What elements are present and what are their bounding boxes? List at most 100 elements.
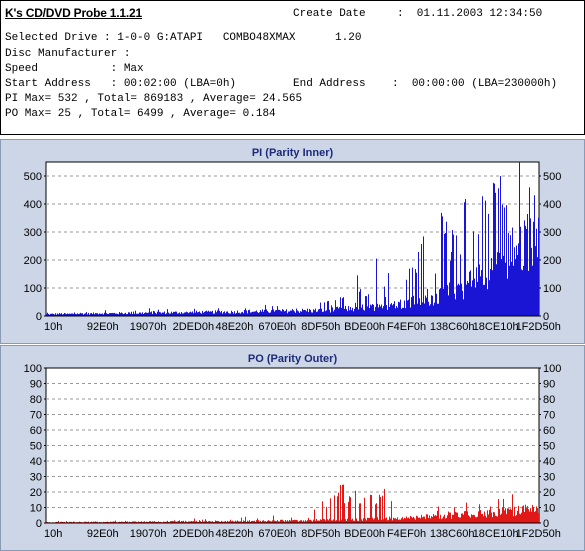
data-bar [179, 312, 180, 316]
data-bar [192, 521, 193, 523]
x-tick-label: 670E0h [258, 528, 296, 540]
data-bar [341, 519, 342, 523]
data-bar [167, 309, 168, 316]
data-bar [493, 511, 494, 523]
data-bar [414, 304, 415, 316]
data-bar [492, 270, 493, 316]
data-bar [236, 521, 237, 523]
data-bar [417, 303, 418, 316]
data-bar [378, 519, 379, 523]
data-bar [537, 257, 538, 316]
data-bar [504, 510, 505, 523]
data-bar [312, 312, 313, 316]
data-bar [233, 313, 234, 316]
data-bar [382, 495, 383, 523]
data-bar [130, 313, 131, 316]
x-tick-label: F4EF0h [387, 321, 426, 333]
data-bar [492, 517, 493, 523]
data-bar [355, 490, 356, 523]
data-bar [364, 497, 365, 523]
data-bar [107, 521, 108, 523]
data-bar [315, 308, 316, 316]
data-bar [522, 270, 523, 316]
data-bar [161, 313, 162, 316]
data-bar [343, 484, 344, 523]
data-bar [455, 511, 456, 523]
data-bar [78, 314, 79, 316]
data-bar [235, 520, 236, 523]
data-bar [239, 312, 240, 316]
data-bar [507, 508, 508, 523]
data-bar [373, 304, 374, 316]
data-bar [136, 521, 137, 523]
data-bar [63, 314, 64, 316]
data-bar [333, 519, 334, 523]
data-bar [241, 517, 242, 523]
data-bar [324, 519, 325, 523]
data-bar [58, 314, 59, 316]
data-bar [83, 314, 84, 316]
chart-title: PI (Parity Inner) [252, 147, 334, 159]
data-bar [452, 229, 453, 316]
data-bar [223, 312, 224, 316]
data-bar [305, 310, 306, 316]
data-bar [241, 312, 242, 316]
data-bar [399, 302, 400, 316]
data-bar [495, 515, 496, 523]
data-bar [215, 310, 216, 316]
data-bar [282, 309, 283, 316]
data-bar [354, 308, 355, 316]
y-tick-label-right: 50 [543, 441, 555, 453]
data-bar [385, 296, 386, 316]
data-bar [188, 313, 189, 316]
data-bar [203, 312, 204, 316]
data-bar [368, 294, 369, 316]
data-bar [195, 312, 196, 316]
data-bar [426, 297, 427, 316]
data-bar [397, 517, 398, 523]
data-bar [221, 520, 222, 523]
data-bar [428, 518, 429, 523]
data-bar [154, 311, 155, 316]
data-bar [250, 312, 251, 316]
data-bar [450, 512, 451, 523]
data-bar [519, 162, 520, 316]
data-bar [516, 245, 517, 316]
x-tick-label: 8DF50h [301, 321, 340, 333]
data-bar [265, 304, 266, 316]
data-bar [445, 232, 446, 316]
data-bar [479, 264, 480, 316]
data-bar [255, 311, 256, 316]
data-bar [181, 521, 182, 523]
data-bar [122, 313, 123, 316]
data-bar [325, 520, 326, 523]
data-bar [183, 520, 184, 523]
data-bar [339, 520, 340, 523]
data-bar [342, 298, 343, 316]
data-bar [238, 521, 239, 523]
data-bar [192, 311, 193, 316]
data-bar [488, 213, 489, 316]
y-tick-label-right: 500 [543, 171, 561, 183]
data-bar [113, 521, 114, 523]
data-bar [228, 521, 229, 523]
data-bar [166, 521, 167, 523]
data-bar [423, 516, 424, 523]
data-bar [227, 520, 228, 523]
data-bar [319, 520, 320, 523]
data-bar [430, 304, 431, 316]
data-bar [283, 520, 284, 523]
data-bar [334, 495, 335, 523]
data-bar [176, 521, 177, 523]
data-bar [180, 521, 181, 523]
data-bar [248, 521, 249, 523]
data-bar [127, 314, 128, 316]
data-bar [246, 310, 247, 316]
data-bar [515, 259, 516, 316]
data-bar [140, 521, 141, 523]
data-bar [134, 521, 135, 523]
data-bar [409, 518, 410, 523]
data-bar [338, 308, 339, 316]
data-bar [284, 311, 285, 316]
data-bar [367, 306, 368, 316]
